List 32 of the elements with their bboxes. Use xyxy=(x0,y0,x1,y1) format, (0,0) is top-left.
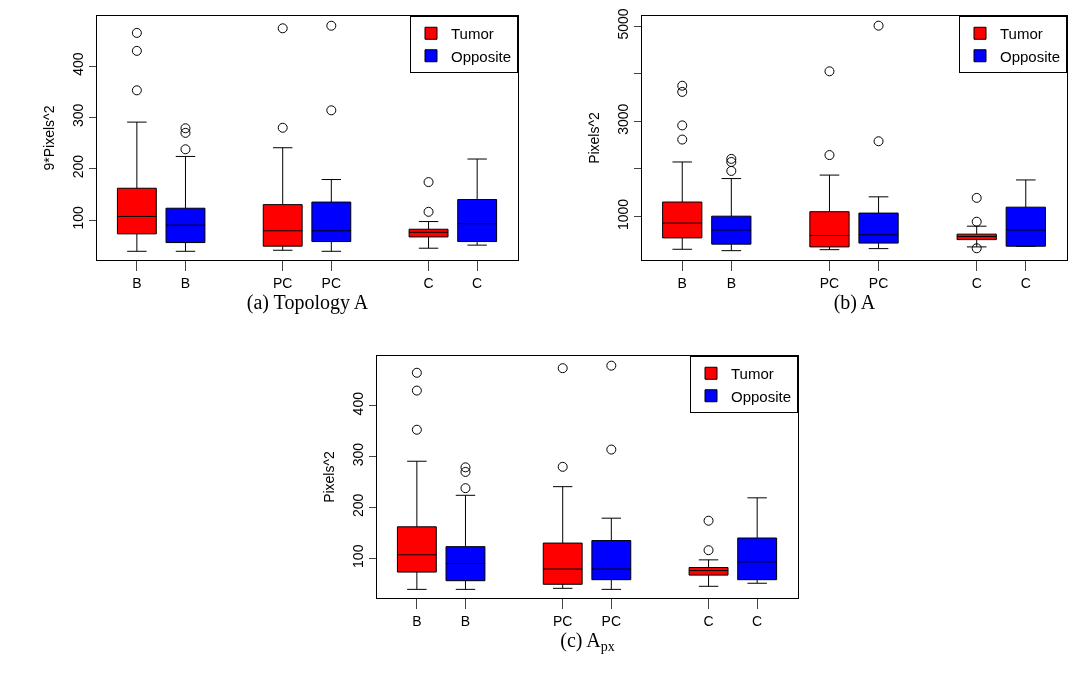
x-tick-label: C xyxy=(703,612,714,629)
y-tick-label: 200 xyxy=(70,154,87,179)
legend-label: Opposite xyxy=(1000,47,1061,65)
y-tick-label: 200 xyxy=(350,493,367,518)
y-axis-title: Pixels^2 xyxy=(321,450,337,503)
legend-label: Tumor xyxy=(731,365,774,383)
x-tick-label: C xyxy=(971,274,982,291)
x-axis-title: (a) Topology A xyxy=(246,290,369,314)
x-axis-title: (c) A$_{px}$ xyxy=(560,628,615,654)
y-tick-label: 100 xyxy=(70,206,87,230)
legend-label: Tumor xyxy=(1000,25,1043,43)
x-tick-label: B xyxy=(677,274,687,291)
y-tick-label: 5000 xyxy=(615,8,632,40)
y-tick-label: 3000 xyxy=(615,103,632,135)
y-tick-label: 1000 xyxy=(615,198,632,230)
x-tick-label: PC xyxy=(552,612,573,629)
legend-label: Opposite xyxy=(731,387,792,405)
y-tick-label: 300 xyxy=(70,103,87,128)
y-tick-label: 400 xyxy=(350,391,367,416)
x-axis-title: (b) A xyxy=(833,290,876,314)
y-tick-label: 400 xyxy=(70,52,87,76)
y-axis-title: Pixels^2 xyxy=(586,111,602,164)
x-tick-label: C xyxy=(423,274,434,291)
x-tick-label: PC xyxy=(819,274,840,291)
x-tick-label: PC xyxy=(272,274,293,291)
y-tick-label: 300 xyxy=(350,442,367,467)
x-tick-label: B xyxy=(412,612,422,629)
legend-label: Opposite xyxy=(451,47,512,65)
legend-label: Tumor xyxy=(451,25,494,43)
y-tick-label: 100 xyxy=(350,544,367,568)
y-axis-title: 9*Pixels^2 xyxy=(41,105,57,171)
x-tick-label: B xyxy=(132,274,142,291)
